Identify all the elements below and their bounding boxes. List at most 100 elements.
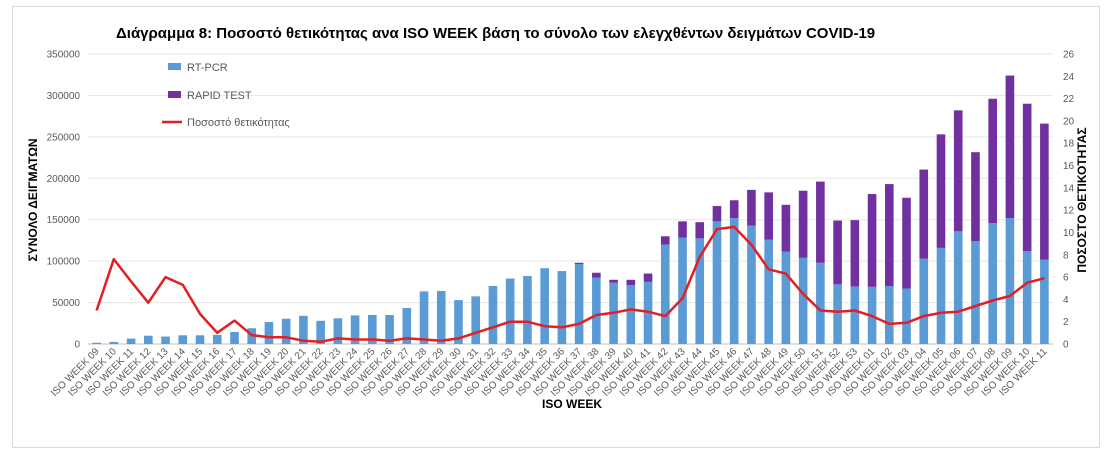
legend-swatch-rt-pcr — [168, 63, 181, 70]
bar-rt-pcr — [488, 286, 498, 344]
bar-rt-pcr — [971, 241, 980, 344]
bar-rt-pcr — [592, 277, 601, 344]
bar-rt-pcr — [350, 315, 360, 344]
chart-border — [12, 6, 1100, 448]
bar-rt-pcr — [953, 231, 963, 344]
y2-tick-label: 4 — [1063, 295, 1069, 306]
bar-rt-pcr — [161, 336, 170, 344]
y-tick-label: 350000 — [47, 50, 81, 61]
bar-rt-pcr — [884, 286, 894, 344]
bars — [92, 75, 1049, 344]
bar-rt-pcr — [557, 271, 567, 344]
bar-rapid-test — [712, 206, 722, 222]
bar-rapid-test — [1022, 103, 1032, 252]
y2-tick-label: 0 — [1063, 340, 1069, 351]
bar-rt-pcr — [316, 320, 325, 344]
bar-rapid-test — [592, 272, 601, 278]
bar-rt-pcr — [144, 335, 153, 344]
bar-rt-pcr — [333, 318, 343, 344]
bar-rapid-test — [643, 273, 653, 282]
bar-rt-pcr — [781, 251, 791, 344]
y-tick-label: 200000 — [47, 174, 81, 185]
bar-rapid-test — [919, 169, 929, 259]
y2-tick-label: 24 — [1063, 72, 1075, 83]
bar-rt-pcr — [419, 291, 429, 344]
bar-rapid-test — [884, 184, 894, 286]
bar-rt-pcr — [1040, 259, 1049, 344]
legend-label-rt-pcr: RT-PCR — [187, 62, 228, 74]
bar-rt-pcr — [540, 268, 549, 344]
chart-title: Διάγραμμα 8: Ποσοστό θετικότητας ανα ISO… — [116, 25, 875, 42]
bar-rt-pcr — [126, 338, 136, 344]
positivity-line — [95, 225, 1045, 344]
bar-rt-pcr — [436, 290, 446, 344]
bar-rapid-test — [626, 279, 636, 286]
bar-rapid-test — [1040, 123, 1049, 260]
bar-rapid-test — [850, 220, 860, 287]
bar-rt-pcr — [230, 331, 239, 344]
bar-rapid-test — [678, 221, 687, 238]
bar-rapid-test — [971, 152, 980, 242]
bar-rt-pcr — [299, 315, 308, 344]
y2-tick-label: 6 — [1063, 273, 1069, 284]
y-tick-label: 50000 — [52, 298, 80, 309]
y-tick-label: 150000 — [47, 215, 81, 226]
bar-rt-pcr — [109, 341, 119, 344]
bar-rt-pcr — [1022, 251, 1032, 344]
y2-axis-title: ΠΟΣΟΣΤΟ ΘΕΤΙΚΟΤΗΤΑΣ — [1075, 127, 1089, 272]
bar-rt-pcr — [678, 237, 687, 344]
bar-rt-pcr — [712, 221, 722, 344]
bar-rapid-test — [729, 200, 739, 219]
bar-rt-pcr — [454, 300, 463, 344]
bar-rt-pcr — [264, 322, 274, 344]
bar-rapid-test — [833, 220, 842, 285]
y-tick-label: 100000 — [47, 257, 81, 268]
bar-rt-pcr — [816, 262, 825, 344]
legend-label-positivity: Ποσοστό θετικότητας — [187, 117, 290, 129]
bar-rt-pcr — [92, 342, 101, 344]
bar-rt-pcr — [523, 276, 532, 344]
bar-rapid-test — [953, 110, 963, 232]
bar-rt-pcr — [660, 244, 670, 344]
bar-rapid-test — [867, 194, 877, 287]
bar-rt-pcr — [1005, 218, 1015, 344]
legend-label-rapid-test: RAPID TEST — [187, 90, 252, 102]
bar-rapid-test — [988, 98, 997, 224]
bar-rapid-test — [781, 204, 791, 252]
bar-rt-pcr — [902, 288, 911, 344]
y2-tick-label: 18 — [1063, 139, 1075, 150]
bar-rapid-test — [1005, 75, 1015, 219]
y-axis-title: ΣΥΝΟΛΟ ΔΕΙΓΜΑΤΩΝ — [26, 138, 40, 261]
bar-rapid-test — [936, 134, 946, 248]
y2-tick-label: 2 — [1063, 317, 1069, 328]
bar-rt-pcr — [212, 334, 222, 344]
bar-rapid-test — [660, 236, 670, 245]
y-tick-label: 300000 — [47, 91, 81, 102]
bar-rt-pcr — [833, 284, 842, 344]
y2-tick-label: 8 — [1063, 250, 1069, 261]
y-tick-label: 250000 — [47, 132, 81, 143]
bar-rapid-test — [574, 262, 584, 265]
bar-rapid-test — [695, 222, 705, 239]
bar-rt-pcr — [385, 315, 394, 344]
y2-tick-label: 14 — [1063, 183, 1075, 194]
y2-tick-label: 22 — [1063, 94, 1075, 105]
bar-rapid-test — [798, 190, 808, 258]
y2-tick-label: 26 — [1063, 50, 1075, 61]
bar-rapid-test — [764, 192, 773, 240]
bar-rt-pcr — [936, 247, 946, 344]
line-positivity — [95, 225, 1045, 344]
bar-rt-pcr — [402, 307, 412, 344]
bar-rt-pcr — [574, 264, 584, 344]
bar-rt-pcr — [195, 335, 205, 344]
bar-rapid-test — [902, 197, 911, 289]
bar-rt-pcr — [988, 223, 997, 344]
y-tick-label: 0 — [74, 340, 80, 351]
bar-rt-pcr — [747, 225, 756, 344]
legend-swatch-rapid-test — [168, 91, 181, 98]
y2-tick-label: 12 — [1063, 206, 1075, 217]
bar-rt-pcr — [471, 296, 481, 344]
bar-rt-pcr — [505, 278, 515, 344]
